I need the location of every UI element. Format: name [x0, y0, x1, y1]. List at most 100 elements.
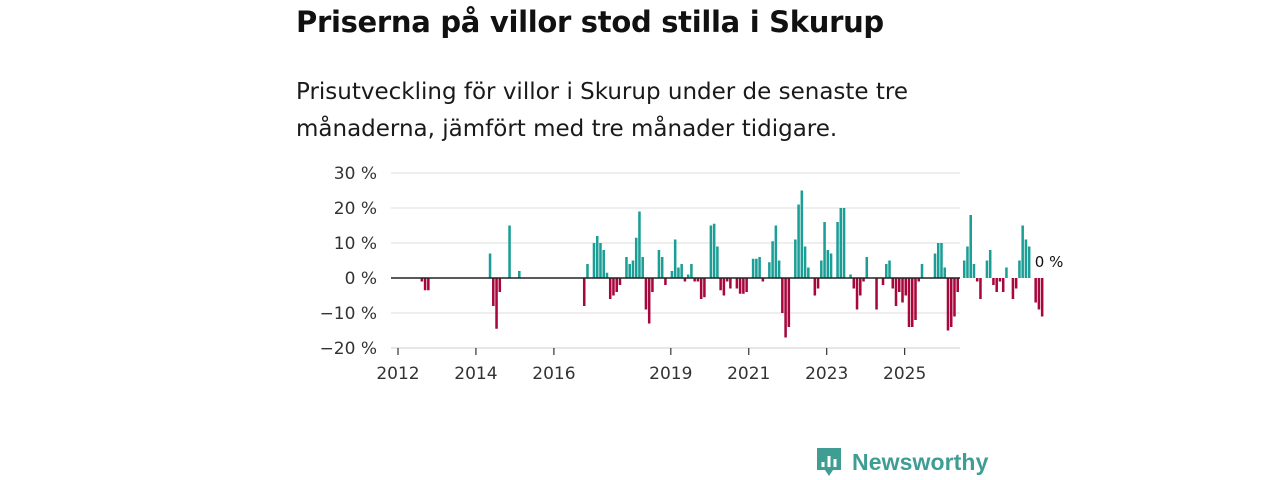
bar [859, 278, 862, 296]
bar [498, 278, 502, 292]
bar [492, 278, 495, 306]
bar [936, 243, 940, 278]
bar [823, 222, 826, 278]
bar [803, 246, 807, 278]
brand-name: Newsworthy [852, 448, 989, 475]
bar [953, 278, 956, 317]
bar [1034, 278, 1037, 303]
bar [745, 278, 748, 292]
bar [904, 278, 908, 296]
bar [488, 253, 492, 278]
y-tick-label: 20 % [334, 199, 377, 219]
bar [618, 278, 622, 285]
bar [891, 278, 895, 289]
bar [813, 278, 817, 296]
bar [966, 246, 969, 278]
brand-logo[interactable]: Newsworthy [815, 446, 988, 478]
bar [638, 211, 641, 278]
bar [956, 278, 959, 292]
bar [771, 241, 774, 278]
bar [1005, 267, 1008, 278]
bar [881, 278, 885, 285]
bars [420, 190, 1044, 338]
bar [898, 278, 901, 292]
bar [582, 278, 586, 306]
bar [602, 250, 605, 278]
bar [1040, 278, 1044, 317]
bar [664, 278, 667, 285]
bar [842, 208, 846, 278]
bar [888, 260, 891, 278]
chart-title: Priserna på villor stod stilla i Skurup [296, 5, 884, 39]
bar [1037, 278, 1041, 310]
bar [631, 260, 635, 278]
x-tick-label: 2014 [454, 364, 497, 384]
bar [742, 278, 745, 294]
bar [644, 278, 648, 310]
bar [943, 267, 946, 278]
bar [647, 278, 651, 324]
bar [914, 278, 917, 320]
bar [615, 278, 618, 292]
y-tick-label: −20 % [320, 339, 377, 359]
bar [787, 278, 791, 327]
bar [797, 204, 800, 278]
bar-chart: −20 %−10 %0 %10 %20 %30 % 2012 2014 2016 20… [320, 164, 1064, 384]
y-axis: −20 % −10 % 0 % 10 % 20 % 30 % [320, 164, 377, 359]
bar [625, 257, 628, 278]
x-tick-label: 2016 [532, 364, 575, 384]
y-tick-label: 0 % [345, 269, 377, 289]
x-axis: 2012 2014 2016 2019 2021 2023 2025 [376, 348, 926, 384]
bar [755, 258, 758, 278]
newsworthy-logo-icon [817, 448, 841, 476]
y-tick-label: −10 % [320, 304, 377, 324]
bar [729, 278, 732, 289]
bar [508, 225, 511, 278]
bar [686, 274, 690, 278]
bar [693, 278, 696, 282]
bar [423, 278, 427, 291]
bar [703, 278, 706, 298]
bar [628, 264, 631, 278]
bar [722, 278, 726, 296]
bar [975, 278, 979, 282]
bar [901, 278, 904, 303]
x-tick-label: 2019 [649, 364, 692, 384]
bar [998, 278, 1002, 282]
bar [917, 278, 921, 282]
bar [946, 278, 950, 331]
bar [995, 278, 998, 292]
bar [985, 260, 989, 278]
bar [862, 278, 865, 282]
bar [1027, 246, 1031, 278]
bar [712, 223, 716, 278]
bar [660, 257, 664, 278]
bar [495, 278, 498, 329]
bar [855, 278, 859, 310]
bar [885, 264, 888, 278]
bar [910, 278, 914, 327]
bar [774, 225, 778, 278]
bar [933, 253, 937, 278]
last-value-label: 0 % [1035, 253, 1064, 271]
bar [673, 239, 677, 278]
bar [751, 258, 755, 278]
bar [1021, 225, 1024, 278]
bar [738, 278, 742, 294]
bar [725, 278, 729, 282]
bar [599, 243, 602, 278]
chart-subtitle: Prisutveckling för villor i Skurup under… [296, 79, 908, 142]
bar [427, 278, 430, 291]
bar [972, 264, 976, 278]
bar [586, 264, 589, 278]
bar [849, 274, 852, 278]
bar [683, 278, 687, 282]
y-tick-label: 10 % [334, 234, 377, 254]
bar [829, 253, 833, 278]
bar [657, 250, 661, 278]
bar [836, 222, 839, 278]
bar [1024, 239, 1028, 278]
bar [875, 278, 878, 310]
bar [907, 278, 911, 327]
bar [852, 278, 856, 289]
